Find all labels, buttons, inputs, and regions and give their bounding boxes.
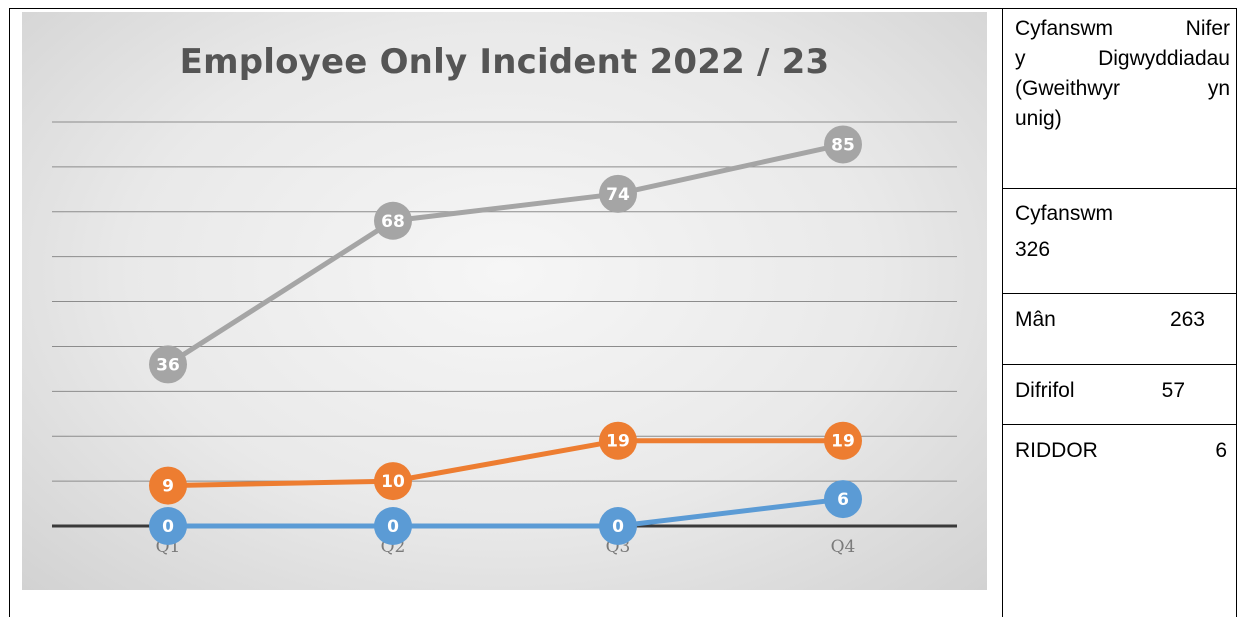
data-label: 19 [606,432,630,452]
data-point [374,201,412,240]
table-column-divider [1002,8,1003,617]
data-label: 74 [606,185,630,205]
riddor-cell: RIDDOR 6 [1015,436,1230,466]
data-point [599,421,637,460]
data-point [374,507,412,545]
minor-cell: Mân 263 [1015,305,1230,335]
data-label: 0 [612,517,624,537]
data-label: 68 [381,212,405,232]
side-row-divider [1002,424,1237,425]
data-label: 19 [831,432,855,452]
data-point [599,507,637,545]
data-point [149,507,187,545]
heading-line: y Digwyddiadau [1015,47,1230,70]
data-point [824,421,862,460]
heading-line: (Gweithwyr yn [1015,77,1230,100]
total-value: 326 [1015,238,1051,261]
table-top-border [9,8,1237,9]
data-label: 10 [381,472,405,492]
data-point [149,345,187,384]
side-row-divider [1002,293,1237,294]
heading-line: unig) [1015,107,1062,130]
data-point [824,480,862,519]
row-value: 57 [1161,379,1185,402]
data-label: 0 [387,517,399,537]
data-label: 9 [162,477,174,497]
series-line [165,438,846,489]
serious-cell: Difrifol 57 [1015,376,1230,406]
data-label: 85 [831,135,855,155]
side-row-divider [1002,188,1237,189]
side-heading-cell: Cyfanswm Nifer y Digwyddiadau (Gweithwyr… [1015,14,1230,134]
data-point [149,466,187,505]
row-value: 6 [1215,439,1227,462]
data-point [599,174,637,213]
series-line [165,496,846,529]
series-line [165,141,846,367]
table-left-border [9,8,10,617]
row-label: Mân [1015,308,1056,331]
total-cell: Cyfanswm 326 [1015,199,1230,265]
row-value: 263 [1169,308,1205,331]
data-point [824,125,862,164]
data-label: 6 [837,490,849,510]
data-point [374,462,412,501]
chart-title: Employee Only Incident 2022 / 23 [179,42,830,82]
row-label: RIDDOR [1015,439,1098,462]
chart-image: Employee Only Incident 2022 / 23 Q1 Q2 Q3 Q… [22,12,987,590]
side-row-divider [1002,364,1237,365]
row-label: Difrifol [1015,379,1075,402]
data-label: 36 [156,355,180,375]
heading-line: Cyfanswm Nifer [1015,17,1230,40]
x-tick-label: Q4 [831,537,856,557]
total-label: Cyfanswm [1015,202,1114,225]
data-label: 0 [162,517,174,537]
